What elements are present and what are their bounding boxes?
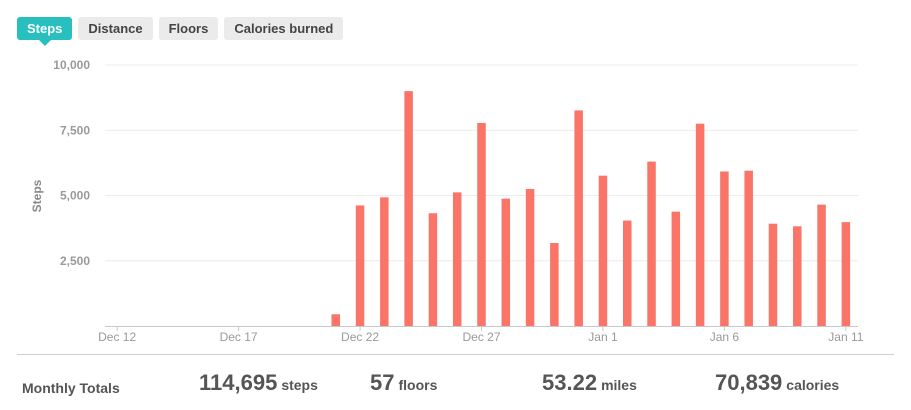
bar: [671, 211, 681, 326]
y-axis-label: Steps: [30, 179, 44, 212]
x-tick-label: Dec 17: [220, 330, 258, 344]
total-floors: 57 floors: [370, 370, 437, 396]
x-tick-label: Jan 11: [828, 330, 863, 344]
total-calories: 70,839 calories: [715, 370, 839, 396]
x-tick-label: Dec 27: [462, 330, 500, 344]
total-steps: 114,695 steps: [199, 370, 318, 396]
bar: [817, 204, 826, 326]
bar: [622, 220, 632, 326]
bar: [720, 171, 729, 326]
total-steps-value: 114,695: [199, 370, 278, 395]
divider: [17, 354, 894, 355]
bar: [355, 205, 365, 326]
x-tick-label: Jan 1: [588, 330, 618, 344]
total-calories-value: 70,839: [715, 370, 783, 395]
bars: [331, 91, 851, 326]
tab-calories-burned[interactable]: Calories burned: [224, 17, 344, 40]
metric-tabs: Steps Distance Floors Calories burned: [17, 17, 344, 46]
bar: [404, 91, 413, 326]
tab-steps[interactable]: Steps: [17, 17, 73, 46]
monthly-totals-label: Monthly Totals: [22, 380, 120, 396]
total-floors-unit: floors: [398, 377, 438, 393]
y-tick-label: 10,000: [53, 58, 90, 72]
tab-distance[interactable]: Distance: [78, 17, 153, 40]
x-tick-label: Dec 22: [341, 330, 379, 344]
bar: [501, 198, 511, 326]
x-tick-label: Jan 6: [710, 330, 740, 344]
steps-bar-chart: 2,500 5,000 7,500 10,000 Steps Dec 12 Dec 17…: [30, 58, 864, 344]
total-miles-value: 53.22: [542, 370, 598, 395]
total-miles: 53.22 miles: [542, 370, 637, 396]
bar: [598, 175, 608, 326]
x-tick-label: Dec 12: [98, 330, 136, 344]
bar: [331, 314, 341, 326]
bar: [525, 188, 535, 326]
y-tick-label: 2,500: [60, 254, 90, 268]
bar: [550, 243, 559, 326]
bar: [695, 123, 705, 326]
total-floors-value: 57: [370, 370, 395, 395]
total-steps-unit: steps: [281, 377, 318, 393]
y-tick-label: 7,500: [60, 123, 90, 137]
monthly-totals: Monthly Totals 114,695 steps 57 floors 53.…: [0, 368, 911, 404]
bar: [768, 223, 778, 326]
bar: [574, 110, 583, 326]
bar: [452, 192, 462, 326]
bar: [647, 161, 656, 326]
bar: [428, 213, 438, 326]
bar: [841, 222, 851, 326]
total-miles-unit: miles: [601, 377, 637, 393]
x-axis-ticks: Dec 12 Dec 17 Dec 22 Dec 27 Jan 1 Jan 6 Jan 11: [98, 326, 864, 344]
bar: [793, 226, 802, 326]
tab-floors[interactable]: Floors: [158, 17, 219, 40]
bar: [744, 170, 753, 326]
y-axis-ticks: 2,500 5,000 7,500 10,000: [53, 58, 90, 268]
bar: [380, 197, 389, 326]
total-calories-unit: calories: [786, 377, 840, 393]
y-tick-label: 5,000: [60, 189, 90, 203]
bar: [477, 122, 486, 326]
